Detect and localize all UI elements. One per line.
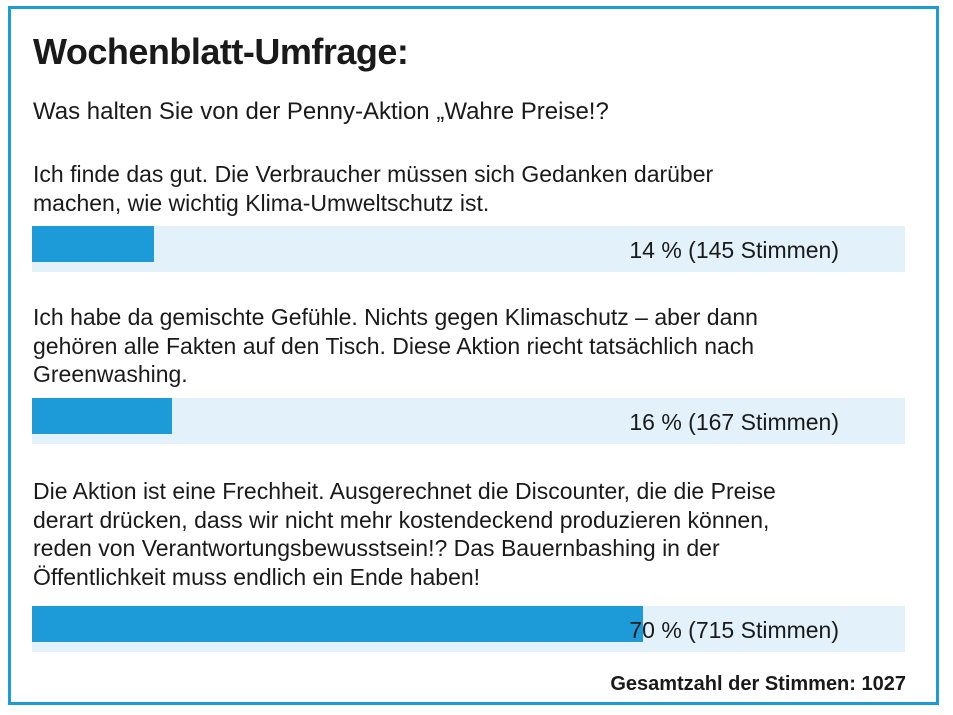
answer-3-line-3: reden von Verantwortungsbewusstsein!? Da… — [33, 535, 720, 561]
total-votes-label: Gesamtzahl der Stimmen: 1027 — [610, 673, 906, 695]
poll-question: Was halten Sie von der Penny-Aktion „Wah… — [33, 98, 609, 125]
answer-3-line-2: derart drücken, dass wir nicht mehr kost… — [33, 506, 770, 533]
answer-3-bar-track: 70 % (715 Stimmen) — [32, 606, 905, 652]
answer-3-result-label: 70 % (715 Stimmen) — [629, 617, 839, 643]
answer-3-line-4: Öffentlichkeit muss endlich ein Ende hab… — [33, 563, 481, 590]
answer-2-line-3: Greenwashing. — [33, 361, 188, 387]
poll-frame — [8, 6, 939, 705]
answer-2-bar — [32, 398, 172, 434]
answer-1-bar-track: 14 % (145 Stimmen) — [32, 226, 905, 272]
answer-2-line-1: Ich habe da gemischte Gefühle. Nichts ge… — [33, 304, 758, 330]
answer-2-line-2: gehören alle Fakten auf den Tisch. Diese… — [33, 332, 755, 359]
answer-2-bar-track: 16 % (167 Stimmen) — [32, 398, 905, 444]
answer-3-text: Die Aktion ist eine Frechheit. Ausgerech… — [33, 477, 913, 591]
answer-3-bar — [32, 606, 644, 642]
answer-1-result-label: 14 % (145 Stimmen) — [629, 237, 839, 263]
answer-1-bar — [32, 226, 155, 262]
answer-1-line-2: machen, wie wichtig Klima-Umweltschutz i… — [33, 189, 490, 216]
answer-2-text: Ich habe da gemischte Gefühle. Nichts ge… — [33, 303, 913, 389]
answer-2-result-label: 16 % (167 Stimmen) — [629, 409, 839, 435]
poll-title: Wochenblatt-Umfrage: — [33, 31, 409, 72]
answer-1-text: Ich finde das gut. Die Verbraucher müsse… — [33, 160, 913, 217]
answer-3-line-1: Die Aktion ist eine Frechheit. Ausgerech… — [33, 478, 776, 504]
answer-1-line-1: Ich finde das gut. Die Verbraucher müsse… — [33, 161, 714, 187]
